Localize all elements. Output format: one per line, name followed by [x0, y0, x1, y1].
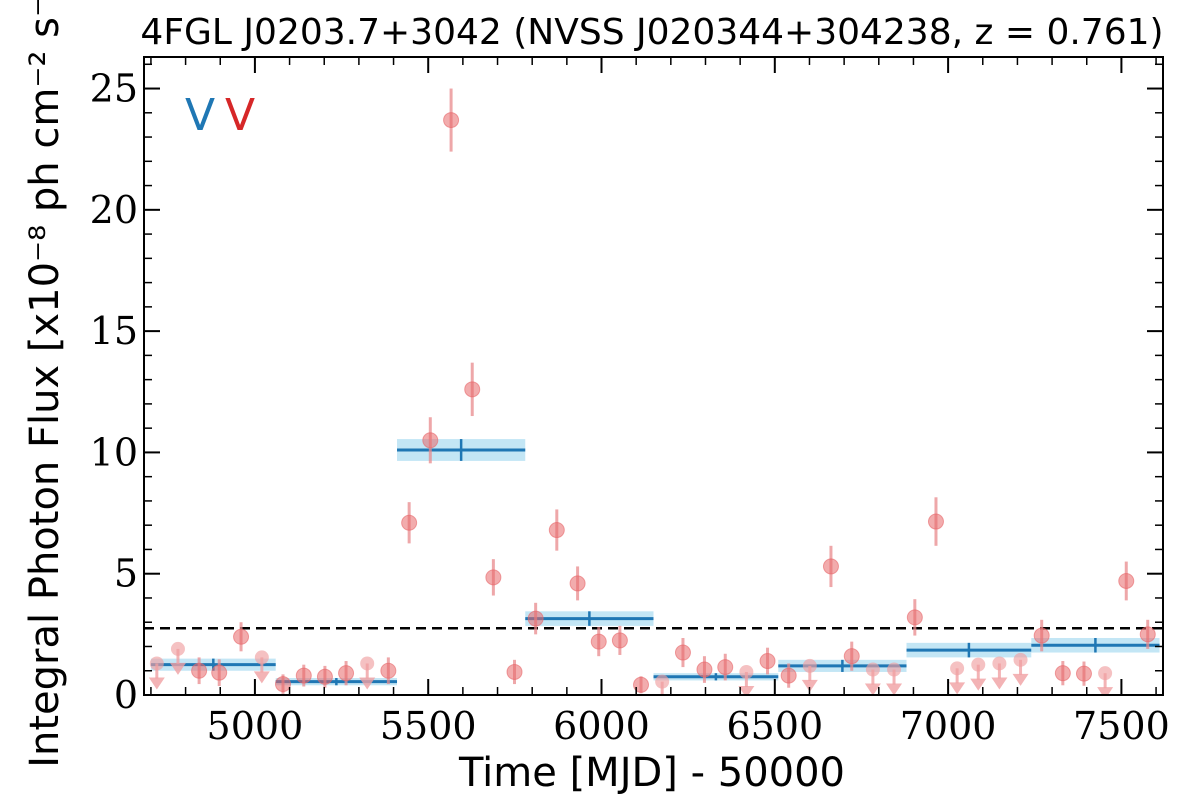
- upper-limit-point-8: [887, 662, 902, 677]
- upper-limit-point-3: [360, 656, 375, 671]
- data-point-19: [633, 676, 650, 693]
- upper-limit-point-2: [254, 650, 269, 665]
- y-tick-label-5: 25: [90, 67, 138, 111]
- marker-label-0: V: [185, 90, 215, 141]
- upper-limit-point-7: [865, 662, 880, 677]
- data-point-0: [191, 662, 208, 679]
- upper-limit-point-0: [149, 656, 164, 671]
- axis-ticks: 5000 5500 6000 6500 7000 7500 0 5 10 15 20 25: [90, 57, 1170, 748]
- upper-limit-arrow-0: [148, 677, 165, 690]
- upper-limit-arrow-4: [654, 696, 670, 708]
- data-point-2: [233, 628, 250, 645]
- upper-limit-arrow-6: [801, 679, 818, 692]
- upper-limit-arrow-10: [970, 678, 987, 691]
- data-point-22: [717, 659, 734, 676]
- data-point-14: [527, 610, 544, 627]
- data-point-8: [401, 514, 418, 531]
- data-point-5: [316, 668, 333, 685]
- data-point-11: [464, 381, 481, 398]
- data-point-31: [1075, 665, 1092, 682]
- upper-limit-point-13: [1098, 666, 1113, 681]
- y-tick-label-4: 20: [90, 188, 138, 232]
- upper-limit-arrow-12: [1012, 673, 1029, 686]
- x-tick-label-1: 5500: [380, 704, 477, 748]
- upper-limit-point-12: [1013, 652, 1028, 667]
- upper-limit-arrow-5: [738, 685, 755, 695]
- data-point-13: [506, 663, 523, 680]
- data-point-24: [780, 667, 797, 684]
- upper-limit-point-10: [971, 657, 986, 672]
- data-point-27: [906, 609, 923, 626]
- data-point-26: [843, 648, 860, 665]
- data-point-15: [548, 522, 565, 539]
- marker-label-1: V: [225, 90, 255, 141]
- data-point-30: [1054, 665, 1071, 682]
- data-point-12: [485, 569, 502, 586]
- y-tick-label-2: 10: [90, 430, 138, 474]
- x-axis-label: Time [MJD] - 50000: [458, 750, 845, 796]
- x-tick-label-2: 6000: [553, 704, 650, 748]
- upper-limit-arrow-11: [991, 677, 1008, 690]
- upper-limit-arrow-1: [169, 662, 186, 675]
- data-point-28: [927, 513, 944, 530]
- upper-limit-point-11: [992, 656, 1007, 671]
- y-tick-label-3: 15: [90, 309, 138, 353]
- x-tick-label-5: 7500: [1073, 704, 1170, 748]
- data-point-20: [674, 644, 691, 661]
- data-point-10: [443, 112, 460, 129]
- upper-limit-point-6: [802, 658, 817, 673]
- y-axis-label: Integral Photon Flux [x10⁻⁸ ph cm⁻² s⁻¹]: [22, 0, 68, 768]
- data-point-21: [696, 661, 713, 678]
- data-point-23: [759, 653, 776, 670]
- data-point-3: [274, 676, 291, 693]
- data-point-32: [1118, 572, 1135, 589]
- chart-title: 4FGL J0203.7+3042 (NVSS J020344+304238, …: [140, 12, 1163, 53]
- data-point-25: [822, 558, 839, 575]
- data-point-16: [569, 575, 586, 592]
- upper-limit-arrow-9: [949, 682, 966, 695]
- data-point-1: [211, 664, 228, 681]
- plot-frame: [143, 56, 1164, 696]
- y-tick-label-1: 5: [114, 552, 138, 596]
- y-tick-label-0: 0: [114, 673, 138, 717]
- data-point-7: [380, 662, 397, 679]
- upper-limit-arrow-8: [886, 683, 903, 695]
- upper-limit-point-5: [739, 664, 754, 679]
- data-point-4: [295, 667, 312, 684]
- data-point-9: [422, 432, 439, 449]
- data-point-29: [1033, 627, 1050, 644]
- upper-limit-arrow-2: [253, 671, 270, 684]
- upper-limit-arrow-13: [1097, 687, 1114, 695]
- data-point-6: [338, 665, 355, 682]
- data-point-33: [1139, 626, 1156, 643]
- upper-limit-point-9: [950, 661, 965, 676]
- data-layer: [144, 88, 1163, 708]
- upper-limit-arrow-7: [864, 683, 881, 695]
- x-tick-label-3: 6500: [726, 704, 823, 748]
- x-tick-label-4: 7000: [900, 704, 997, 748]
- x-tick-label-0: 5000: [207, 704, 304, 748]
- upper-limit-point-4: [655, 674, 670, 689]
- upper-limit-arrow-3: [359, 677, 376, 690]
- upper-limit-point-1: [170, 641, 185, 656]
- data-point-18: [611, 632, 628, 649]
- data-point-17: [590, 633, 607, 650]
